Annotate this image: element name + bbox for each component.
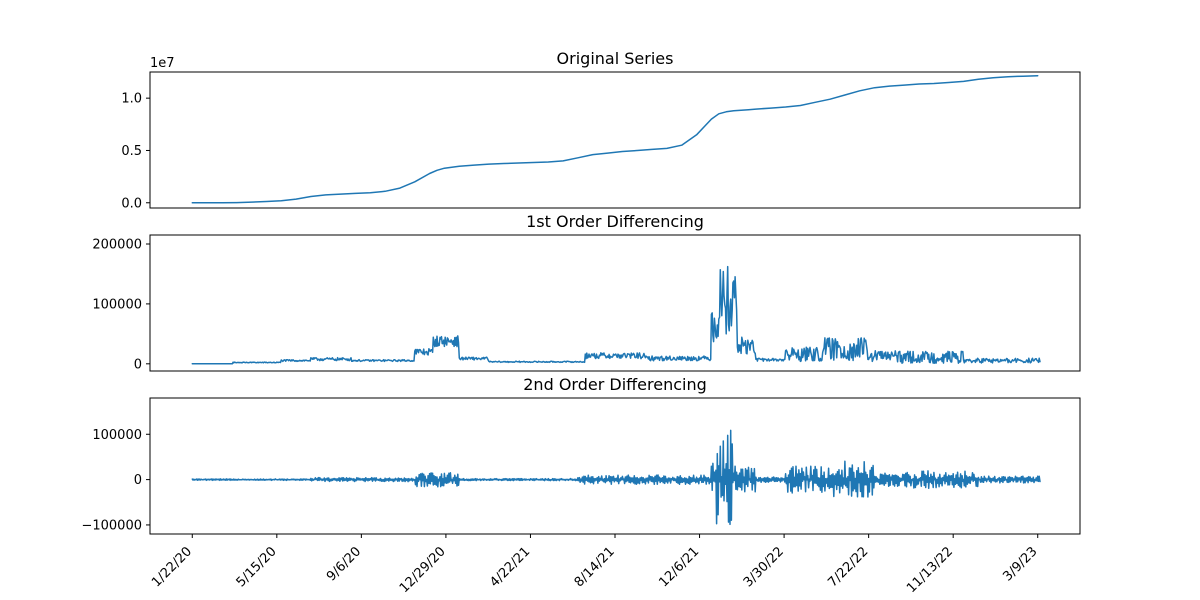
panel-title: 1st Order Differencing [526,212,704,231]
plot-frame [149,397,1081,535]
panel-title: Original Series [557,49,674,68]
y-tick-label: 0 [134,357,142,372]
panel-1: Original Series 1e7 0.0 0.5 1.0 [121,49,1081,211]
y-scale-label: 1e7 [150,56,175,71]
x-tick-label: 4/22/21 [487,544,533,590]
plot-frame [149,234,1081,372]
y-tick-label: 0 [134,473,142,488]
x-tick-label: 3/9/23 [1000,544,1040,584]
x-tick-label: 5/15/20 [234,544,280,590]
y-tick-label: 200000 [92,237,142,252]
panel-3: 2nd Order Differencing −100000 0 100000 1/22… [81,375,1081,596]
plot-frame [149,71,1081,209]
series-line [191,429,1041,526]
y-tick-label: −100000 [81,518,142,533]
series-line [191,265,1041,365]
y-tick-label: 0.5 [121,144,142,159]
y-tick-label: 1.0 [121,92,142,107]
x-tick-label: 12/6/21 [656,544,702,590]
x-tick-label: 12/29/20 [397,544,449,596]
series-line [191,74,1039,204]
x-tick-label: 7/22/22 [825,544,871,590]
x-tick-label: 11/13/22 [904,544,956,596]
y-tick-label: 100000 [92,297,142,312]
x-tick-label: 8/14/21 [572,544,618,590]
panel-2: 1st Order Differencing 0 100000 200000 [92,212,1081,372]
x-tick-label: 3/30/22 [741,544,787,590]
y-tick-label: 0.0 [121,196,142,211]
y-tick-label: 100000 [92,428,142,443]
panel-title: 2nd Order Differencing [523,375,707,394]
x-tick-label: 1/22/20 [149,544,195,590]
x-tick-label: 9/6/20 [324,544,364,584]
